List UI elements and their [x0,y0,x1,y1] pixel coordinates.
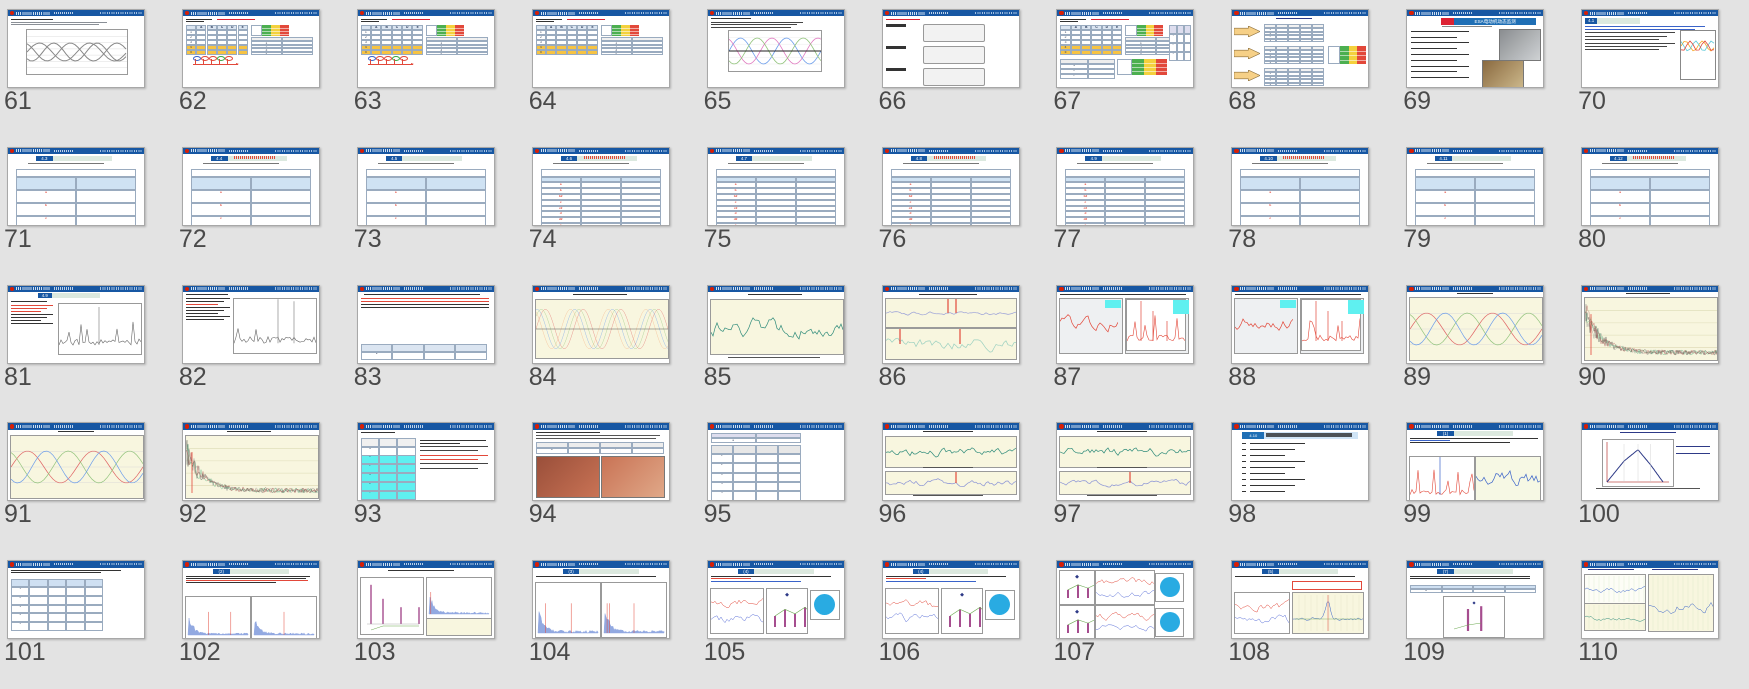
svg-text:◆: ◆ [1473,600,1477,605]
svg-text:◆: ◆ [785,592,789,598]
svg-text:◆: ◆ [960,592,964,598]
svg-text:◆: ◆ [1075,609,1079,615]
svg-text:◆: ◆ [1075,574,1079,580]
